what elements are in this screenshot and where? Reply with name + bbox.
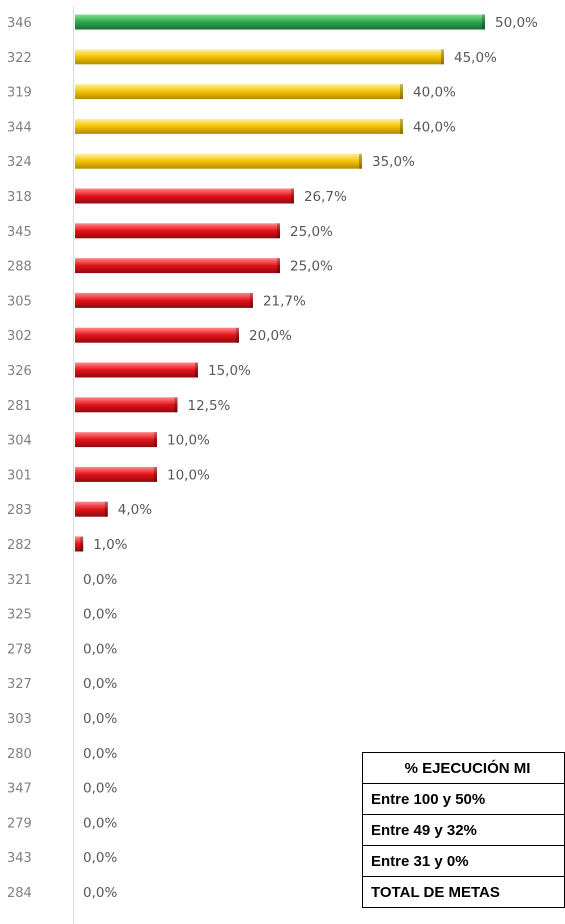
bar xyxy=(75,397,178,413)
bar-end-cap xyxy=(249,292,253,308)
bar-end-cap xyxy=(400,84,403,100)
legend-row-red: Entre 31 y 0% xyxy=(362,845,565,877)
bar xyxy=(75,118,403,134)
value-label: 0,0% xyxy=(83,781,117,797)
category-label: 304 xyxy=(7,434,32,449)
value-label: 20,0% xyxy=(249,328,292,344)
category-label: 344 xyxy=(7,120,32,135)
value-label: 12,5% xyxy=(188,398,231,414)
bar-end-cap xyxy=(104,501,108,517)
value-label: 40,0% xyxy=(413,85,456,101)
value-label: 0,0% xyxy=(83,711,117,727)
bar xyxy=(75,153,362,169)
bar xyxy=(75,327,239,343)
bar-end-cap xyxy=(236,327,239,343)
legend-row-green: Entre 100 y 50% xyxy=(362,783,565,815)
category-label: 346 xyxy=(7,16,32,31)
category-label: 321 xyxy=(7,573,32,588)
category-label: 301 xyxy=(7,468,32,483)
bar-end-cap xyxy=(154,466,157,482)
value-label: 45,0% xyxy=(454,50,497,66)
category-label: 325 xyxy=(7,608,32,623)
category-label: 302 xyxy=(7,329,32,344)
category-label: 281 xyxy=(7,399,32,414)
legend-row-total: TOTAL DE METAS xyxy=(362,876,565,908)
bar-end-cap xyxy=(80,536,84,552)
value-label: 25,0% xyxy=(290,224,333,240)
value-label: 0,0% xyxy=(83,815,117,831)
category-label: 283 xyxy=(7,503,32,518)
bar xyxy=(75,432,157,448)
value-label: 0,0% xyxy=(83,607,117,623)
bar-end-cap xyxy=(277,223,280,239)
bar-end-cap xyxy=(277,258,280,274)
legend-table-header: % EJECUCIÓN MI xyxy=(362,752,565,784)
value-label: 50,0% xyxy=(495,15,538,31)
bar xyxy=(75,188,294,204)
category-label: 343 xyxy=(7,851,32,866)
value-label: 0,0% xyxy=(83,746,117,762)
bar-end-cap xyxy=(154,432,157,448)
value-label: 21,7% xyxy=(263,293,306,309)
bar xyxy=(75,84,403,100)
category-label: 327 xyxy=(7,677,32,692)
category-label: 319 xyxy=(7,86,32,101)
bar-end-cap xyxy=(482,14,485,30)
bar-end-cap xyxy=(359,153,362,169)
bar-end-cap xyxy=(441,49,444,65)
category-label: 305 xyxy=(7,294,32,309)
bar xyxy=(75,466,157,482)
category-label: 303 xyxy=(7,712,32,727)
bar-end-cap xyxy=(174,397,178,413)
value-label: 1,0% xyxy=(93,537,127,553)
bar xyxy=(75,14,485,30)
category-label: 318 xyxy=(7,190,32,205)
category-label: 322 xyxy=(7,51,32,66)
bar xyxy=(75,362,198,378)
value-label: 0,0% xyxy=(83,676,117,692)
value-label: 0,0% xyxy=(83,885,117,901)
legend-row-yellow: Entre 49 y 32% xyxy=(362,814,565,846)
value-label: 0,0% xyxy=(83,641,117,657)
value-label: 0,0% xyxy=(83,572,117,588)
bar-end-cap xyxy=(195,362,198,378)
category-label: 347 xyxy=(7,782,32,797)
value-label: 0,0% xyxy=(83,850,117,866)
category-label: 282 xyxy=(7,538,32,553)
bar xyxy=(75,501,108,517)
value-label: 10,0% xyxy=(167,467,210,483)
category-label: 278 xyxy=(7,642,32,657)
value-label: 35,0% xyxy=(372,154,415,170)
value-label: 4,0% xyxy=(118,502,152,518)
value-label: 40,0% xyxy=(413,119,456,135)
category-label: 345 xyxy=(7,225,32,240)
bar-end-cap xyxy=(290,188,294,204)
value-label: 10,0% xyxy=(167,433,210,449)
bar xyxy=(75,258,280,274)
category-label: 288 xyxy=(7,260,32,275)
value-label: 15,0% xyxy=(208,363,251,379)
bar xyxy=(75,292,253,308)
bar xyxy=(75,49,444,65)
bar xyxy=(75,223,280,239)
value-label: 26,7% xyxy=(304,189,347,205)
bar xyxy=(75,536,84,552)
legend-table: % EJECUCIÓN MI Entre 100 y 50% Entre 49 … xyxy=(362,752,565,908)
value-label: 25,0% xyxy=(290,259,333,275)
bar-end-cap xyxy=(400,118,403,134)
category-label: 324 xyxy=(7,155,32,170)
category-label: 279 xyxy=(7,816,32,831)
category-label: 326 xyxy=(7,364,32,379)
category-label: 284 xyxy=(7,886,32,901)
category-label: 280 xyxy=(7,747,32,762)
